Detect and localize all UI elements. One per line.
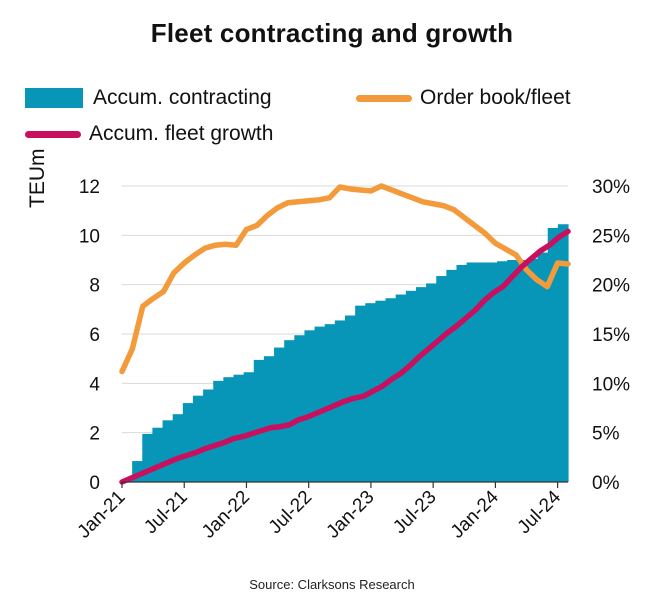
legend-item-accum-fleet-growth: Accum. fleet growth [25, 122, 273, 146]
contracting-bar-May-24 [527, 258, 539, 482]
contracting-bar-Mar-24 [507, 260, 518, 482]
contracting-bar-Jan-24 [486, 262, 498, 482]
axes [121, 481, 568, 488]
line-series [119, 183, 571, 485]
contracting-bar-Feb-24 [497, 261, 508, 482]
x-tick-label-Jan-21: Jan-21 [74, 487, 130, 543]
contracting-bar-Jul-24 [547, 227, 559, 482]
contracting-bar-Jun-23 [415, 287, 427, 482]
accum-fleet-growth-line [119, 228, 571, 485]
y-right-tick-label-10%: 10% [592, 374, 630, 395]
contracting-bar-Mar-21 [142, 433, 154, 482]
y-left-tick-label-6: 6 [89, 325, 100, 346]
contracting-bar-Oct-21 [213, 380, 224, 482]
contracting-bar-Nov-21 [223, 377, 235, 482]
legend-swatch-orderbook [356, 94, 412, 102]
y-right-tick-label-30%: 30% [592, 177, 630, 198]
y-right-tick-label-0%: 0% [592, 473, 620, 494]
y-right-tick-label-5%: 5% [592, 424, 620, 445]
contracting-bar-Sep-23 [446, 269, 458, 482]
contracting-bar-Aug-22 [314, 326, 326, 482]
contracting-bar-Sep-22 [324, 324, 336, 482]
contracting-bar-May-22 [284, 340, 295, 482]
contracting-bar-Dec-23 [476, 262, 488, 482]
y-right-tick-label-20%: 20% [592, 276, 630, 297]
contracting-bar-Apr-23 [395, 294, 407, 482]
y-right-tick-label-25%: 25% [592, 226, 630, 247]
x-tick-label-Jul-23: Jul-23 [389, 487, 440, 538]
chart-title: Fleet contracting and growth [150, 18, 514, 48]
x-tick-label-Jan-24: Jan-24 [447, 486, 503, 542]
contracting-bar-Aug-21 [192, 395, 204, 482]
contracting-bar-Dec-22 [355, 305, 366, 482]
y-right-tick-label-15%: 15% [592, 325, 630, 346]
y-left-tick-label-10: 10 [79, 226, 100, 247]
legend-item-accum-contracting: Accum. contracting [25, 86, 272, 110]
contracting-bar-Feb-23 [375, 300, 387, 482]
x-tick-label-Jul-22: Jul-22 [265, 487, 316, 538]
contracting-bar-Feb-22 [253, 359, 265, 482]
y-left-tick-label-4: 4 [89, 374, 100, 395]
x-tick-label-Jul-24: Jul-24 [514, 486, 566, 538]
contracting-bar-Jun-22 [294, 335, 306, 482]
source-note: Source: Clarksons Research [249, 577, 415, 592]
contracting-bar-Feb-21 [132, 461, 143, 482]
contracting-bar-Nov-23 [466, 262, 478, 482]
legend-label-contracting: Accum. contracting [93, 86, 272, 109]
contracting-bar-Oct-23 [456, 264, 468, 482]
legend-label-fleetgrowth: Accum. fleet growth [89, 122, 274, 145]
legend-swatch-contracting [25, 88, 83, 108]
contracting-bar-May-23 [405, 290, 417, 482]
contracting-bar-Apr-22 [274, 347, 285, 482]
y-left-tick-label-0: 0 [89, 473, 100, 494]
y-left-tick-label-8: 8 [89, 276, 100, 297]
contracting-bar-Aug-24 [557, 224, 569, 483]
legend-label-orderbook: Order book/fleet [420, 86, 571, 109]
legend-swatch-fleetgrowth [25, 130, 81, 138]
contracting-bar-Dec-21 [233, 374, 245, 482]
y-left-tick-label-12: 12 [79, 177, 100, 198]
contracting-bar-Sep-21 [203, 389, 214, 482]
contracting-bar-Apr-21 [152, 427, 164, 482]
x-tick-label-Jan-23: Jan-23 [323, 487, 379, 543]
contracting-area-series [122, 224, 569, 483]
contracting-bar-Apr-24 [517, 260, 529, 482]
contracting-bar-Jun-21 [172, 414, 184, 482]
contracting-bar-Jul-23 [426, 283, 437, 482]
contracting-bar-May-21 [162, 420, 174, 482]
contracting-bar-Jun-24 [537, 252, 549, 482]
contracting-bar-Aug-23 [436, 276, 447, 482]
contracting-bar-Jan-22 [243, 372, 255, 482]
y-left-tick-label-2: 2 [89, 424, 100, 445]
contracting-bar-Mar-23 [385, 298, 397, 482]
contracting-bar-Jul-21 [182, 403, 194, 482]
x-tick-label-Jul-21: Jul-21 [140, 487, 191, 538]
order-book-fleet-line [119, 183, 571, 375]
contracting-bar-Mar-22 [263, 356, 275, 482]
x-tick-label-Jan-22: Jan-22 [198, 487, 254, 543]
contracting-bar-Jul-22 [304, 330, 316, 482]
legend-item-order-book-fleet: Order book/fleet [356, 86, 571, 110]
